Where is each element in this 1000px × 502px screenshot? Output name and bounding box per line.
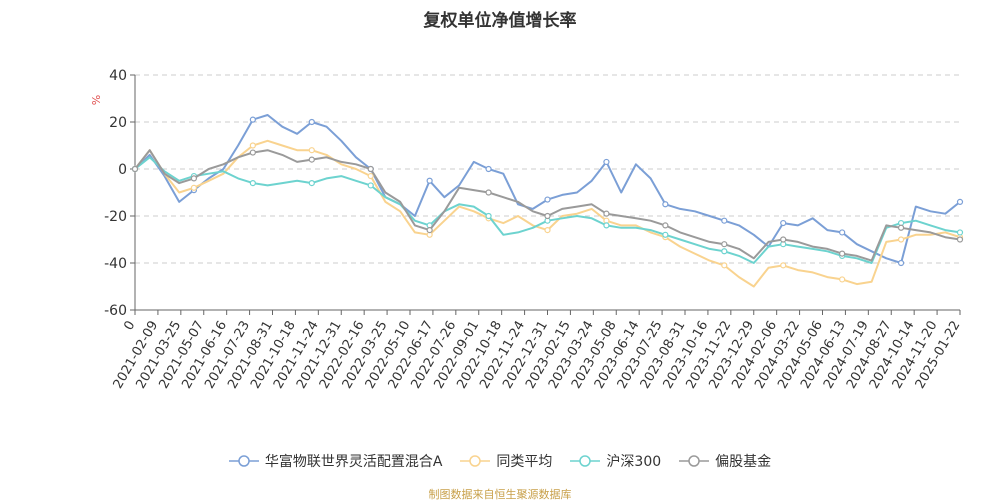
series-point-2 [662,231,669,238]
legend-item-csi300[interactable]: 沪深300 [570,451,661,471]
series-point-3 [249,149,256,156]
line-chart: -60-40-2002040%02021-02-092021-03-252021… [90,68,964,391]
series-point-0 [721,217,728,224]
series-point-3 [897,224,905,231]
legend-item-equity-fund[interactable]: 偏股基金 [679,451,771,471]
series-point-0 [249,116,256,123]
legend-label-equity-fund: 偏股基金 [715,454,772,470]
chart-legend: 华富物联世界灵活配置混合A 同类平均 沪深300 偏股基金 [0,451,1000,471]
series-point-1 [897,236,905,243]
series-point-3 [367,165,374,173]
series-point-3 [131,165,139,173]
series-point-0 [897,259,905,267]
series-point-2 [721,248,728,255]
series-point-3 [190,175,198,182]
series-point-0 [662,201,669,208]
series-point-2 [249,180,256,187]
series-point-2 [956,229,964,236]
legend-marker-equity-fund [679,455,710,467]
series-point-1 [780,262,787,269]
series-point-1 [544,227,551,234]
y-tick-label: -60 [104,303,127,319]
legend-marker-category-average [460,455,491,467]
series-point-0 [485,165,492,173]
chart-title: 复权单位净值增长率 [423,11,577,31]
series-point-3 [780,236,787,243]
series-point-3 [603,210,610,217]
series-point-1 [190,184,198,191]
series-point-3 [426,227,433,234]
series-point-1 [839,276,846,283]
legend-item-category-average[interactable]: 同类平均 [460,451,552,471]
series-point-1 [367,172,374,180]
series-point-1 [721,262,728,269]
series-line-2 [134,156,961,264]
series-point-3 [485,189,492,196]
series-point-2 [367,182,374,189]
legend-marker-csi300 [570,455,601,467]
series-point-1 [249,142,256,149]
legend-label-csi300: 沪深300 [606,454,662,470]
series-point-0 [780,219,787,227]
series-point-3 [721,241,728,248]
series-point-0 [956,198,964,205]
y-tick-label: 0 [118,162,127,178]
series-point-2 [485,212,492,220]
series-point-3 [839,250,846,257]
series-point-3 [662,222,669,229]
series-point-0 [308,118,315,126]
legend-label-category-average: 同类平均 [496,454,553,470]
series-point-0 [839,229,846,236]
series-point-2 [308,180,315,187]
series-point-3 [544,212,551,220]
legend-label-fund: 华富物联世界灵活配置混合A [264,454,443,470]
series-point-2 [603,222,610,229]
legend-marker-fund [228,455,259,467]
series-point-0 [426,177,433,184]
x-tick-label: 0 [121,319,138,334]
legend-item-fund[interactable]: 华富物联世界灵活配置混合A [228,451,443,471]
series-line-0 [134,114,961,264]
y-tick-label: 20 [109,115,127,131]
series-point-1 [308,147,315,154]
y-tick-label: 40 [109,68,127,84]
series-line-3 [134,149,961,262]
y-tick-label: -40 [104,256,127,272]
series-point-0 [603,158,610,166]
y-tick-label: -20 [104,209,127,225]
series-point-0 [544,196,551,203]
series-point-3 [308,156,315,163]
data-source-note: 制图数据来自恒生聚源数据库 [428,488,572,501]
y-axis-label: % [90,95,103,105]
series-point-3 [956,236,964,243]
